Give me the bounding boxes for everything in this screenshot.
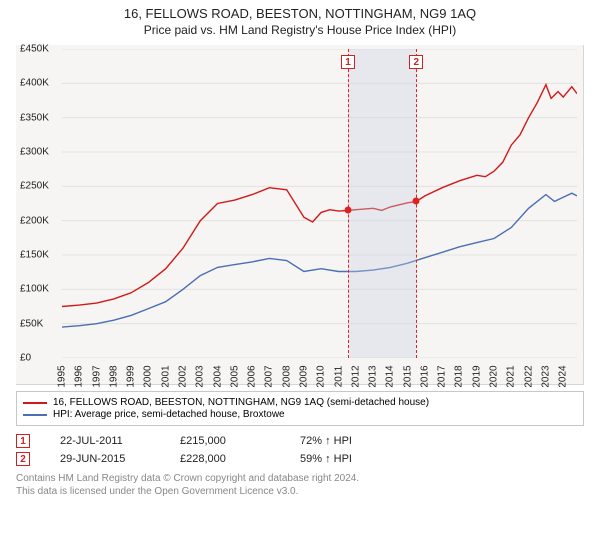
x-axis-label: 2024: [558, 365, 569, 387]
x-axis-label: 2020: [489, 365, 500, 387]
x-axis-label: 2013: [368, 365, 379, 387]
legend-swatch-2: [23, 414, 47, 416]
x-axis-label: 1995: [57, 365, 68, 387]
plot-inner: 12: [62, 49, 577, 358]
transaction-date: 29-JUN-2015: [60, 453, 150, 465]
x-axis-label: 2007: [264, 365, 275, 387]
legend-swatch-1: [23, 402, 47, 404]
x-axis-label: 2012: [350, 365, 361, 387]
transaction-hpi: 59% ↑ HPI: [300, 453, 390, 465]
marker-label: 2: [409, 55, 423, 69]
transaction-price: £215,000: [180, 435, 270, 447]
y-axis-label: £0: [20, 353, 31, 364]
transactions-table: 1 22-JUL-2011 £215,000 72% ↑ HPI 2 29-JU…: [16, 434, 584, 466]
legend-label-1: 16, FELLOWS ROAD, BEESTON, NOTTINGHAM, N…: [53, 397, 429, 408]
y-axis-label: £350K: [20, 112, 49, 123]
x-axis-label: 1999: [126, 365, 137, 387]
x-axis-label: 2019: [471, 365, 482, 387]
x-axis-label: 2009: [298, 365, 309, 387]
x-axis-label: 2004: [212, 365, 223, 387]
x-axis-label: 2021: [506, 365, 517, 387]
x-axis-label: 2005: [229, 365, 240, 387]
footer-line-2: This data is licensed under the Open Gov…: [16, 485, 584, 498]
transaction-marker-1: 1: [16, 434, 30, 448]
x-axis-label: 1998: [108, 365, 119, 387]
x-axis-label: 2014: [385, 365, 396, 387]
x-axis-label: 2022: [523, 365, 534, 387]
y-axis-label: £400K: [20, 78, 49, 89]
transaction-price: £228,000: [180, 453, 270, 465]
x-axis-label: 2015: [402, 365, 413, 387]
transaction-hpi: 72% ↑ HPI: [300, 435, 390, 447]
y-axis-label: £450K: [20, 44, 49, 55]
marker-dot: [345, 207, 352, 214]
x-axis-label: 2016: [419, 365, 430, 387]
footer: Contains HM Land Registry data © Crown c…: [16, 472, 584, 498]
legend-item-1: 16, FELLOWS ROAD, BEESTON, NOTTINGHAM, N…: [23, 397, 577, 408]
x-axis-label: 2008: [281, 365, 292, 387]
footer-line-1: Contains HM Land Registry data © Crown c…: [16, 472, 584, 485]
y-axis-label: £200K: [20, 215, 49, 226]
transaction-marker-2: 2: [16, 452, 30, 466]
x-axis-label: 2023: [540, 365, 551, 387]
marker-label: 1: [341, 55, 355, 69]
legend-label-2: HPI: Average price, semi-detached house,…: [53, 409, 285, 420]
legend: 16, FELLOWS ROAD, BEESTON, NOTTINGHAM, N…: [16, 391, 584, 426]
x-axis-label: 2006: [247, 365, 258, 387]
transaction-date: 22-JUL-2011: [60, 435, 150, 447]
transaction-row: 1 22-JUL-2011 £215,000 72% ↑ HPI: [16, 434, 584, 448]
x-axis-label: 2000: [143, 365, 154, 387]
y-axis-label: £250K: [20, 181, 49, 192]
plot-area: 12 £0£50K£100K£150K£200K£250K£300K£350K£…: [16, 45, 584, 385]
x-axis-label: 2002: [177, 365, 188, 387]
transaction-row: 2 29-JUN-2015 £228,000 59% ↑ HPI: [16, 452, 584, 466]
y-axis-label: £150K: [20, 250, 49, 261]
y-axis-label: £100K: [20, 284, 49, 295]
x-axis-label: 2011: [333, 366, 344, 388]
x-axis-label: 2017: [437, 365, 448, 387]
x-axis-label: 2001: [160, 365, 171, 387]
y-axis-label: £50K: [20, 318, 43, 329]
x-axis-label: 1997: [91, 365, 102, 387]
x-axis-label: 2018: [454, 365, 465, 387]
chart-title: 16, FELLOWS ROAD, BEESTON, NOTTINGHAM, N…: [16, 6, 584, 21]
chart-subtitle: Price paid vs. HM Land Registry's House …: [16, 23, 584, 37]
marker-dot: [413, 198, 420, 205]
legend-item-2: HPI: Average price, semi-detached house,…: [23, 409, 577, 420]
x-axis-label: 2003: [195, 365, 206, 387]
y-axis-label: £300K: [20, 147, 49, 158]
x-axis-label: 2010: [316, 365, 327, 387]
plot-svg: [62, 49, 577, 358]
chart-container: 16, FELLOWS ROAD, BEESTON, NOTTINGHAM, N…: [0, 0, 600, 498]
x-axis-label: 1996: [74, 365, 85, 387]
